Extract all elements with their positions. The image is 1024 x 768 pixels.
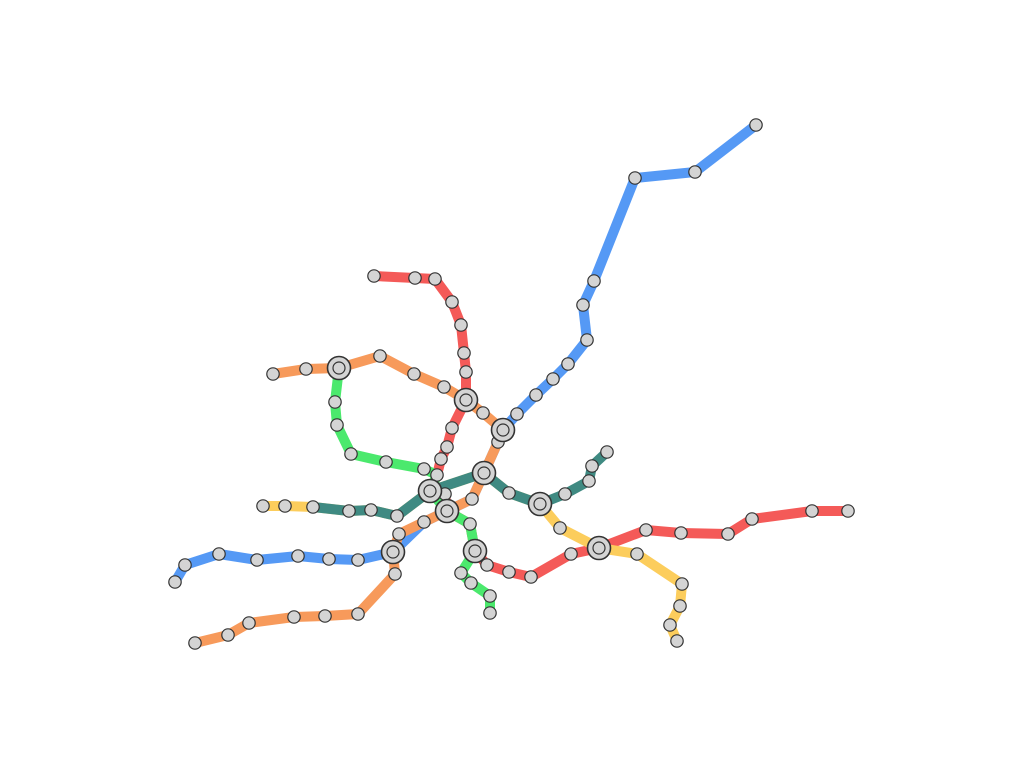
station[interactable] [502,565,516,579]
station[interactable] [587,274,601,288]
station[interactable] [344,447,358,461]
station[interactable] [373,349,387,363]
station[interactable] [278,499,292,513]
interchange-station[interactable] [417,478,443,504]
station[interactable] [221,628,235,642]
station[interactable] [388,567,402,581]
station[interactable] [328,395,342,409]
station[interactable] [390,509,404,523]
station[interactable] [524,570,538,584]
station[interactable] [250,553,264,567]
station[interactable] [674,526,688,540]
station[interactable] [463,517,477,531]
station[interactable] [454,566,468,580]
station[interactable] [291,549,305,563]
station[interactable] [582,474,596,488]
station[interactable] [721,527,735,541]
station[interactable] [546,372,560,386]
station[interactable] [529,388,543,402]
station[interactable] [576,298,590,312]
station[interactable] [445,421,459,435]
station[interactable] [342,504,356,518]
station[interactable] [805,504,819,518]
station[interactable] [663,618,677,632]
station[interactable] [168,575,182,589]
station[interactable] [558,487,572,501]
station[interactable] [745,512,759,526]
station[interactable] [630,547,644,561]
interchange-station[interactable] [380,539,406,565]
station[interactable] [445,295,459,309]
station[interactable] [299,362,313,376]
station[interactable] [454,318,468,332]
station[interactable] [510,407,524,421]
station[interactable] [330,418,344,432]
station[interactable] [351,607,365,621]
station[interactable] [564,547,578,561]
station[interactable] [841,504,855,518]
station[interactable] [408,271,422,285]
station[interactable] [502,486,516,500]
station[interactable] [465,492,479,506]
station[interactable] [367,269,381,283]
interchange-station[interactable] [462,538,488,564]
interchange-station[interactable] [434,498,460,524]
station[interactable] [459,365,473,379]
station[interactable] [417,515,431,529]
station[interactable] [675,577,689,591]
station[interactable] [585,459,599,473]
interchanges-layer [326,355,612,565]
interchange-station[interactable] [527,491,553,517]
station[interactable] [407,367,421,381]
station[interactable] [306,500,320,514]
station[interactable] [480,558,494,572]
station[interactable] [212,547,226,561]
station[interactable] [266,367,280,381]
station[interactable] [688,165,702,179]
station[interactable] [428,272,442,286]
interchange-station[interactable] [471,460,497,486]
station[interactable] [188,636,202,650]
station[interactable] [749,118,763,132]
station[interactable] [178,558,192,572]
station[interactable] [318,609,332,623]
station[interactable] [437,380,451,394]
station[interactable] [434,452,448,466]
station[interactable] [364,503,378,517]
station[interactable] [673,599,687,613]
station[interactable] [628,171,642,185]
station[interactable] [457,346,471,360]
station[interactable] [351,553,365,567]
station[interactable] [483,589,497,603]
station[interactable] [483,606,497,620]
stations-layer [168,118,855,650]
station[interactable] [670,634,684,648]
station[interactable] [440,440,454,454]
station[interactable] [600,445,614,459]
interchange-station[interactable] [490,417,516,443]
station[interactable] [639,523,653,537]
station[interactable] [256,499,270,513]
station[interactable] [322,552,336,566]
station[interactable] [242,616,256,630]
station[interactable] [476,406,490,420]
interchange-station[interactable] [453,387,479,413]
station[interactable] [553,521,567,535]
station[interactable] [392,527,406,541]
interchange-station[interactable] [326,355,352,381]
station[interactable] [561,357,575,371]
station[interactable] [379,455,393,469]
station[interactable] [417,462,431,476]
interchange-station[interactable] [586,535,612,561]
station[interactable] [287,610,301,624]
station[interactable] [580,333,594,347]
station[interactable] [464,576,478,590]
